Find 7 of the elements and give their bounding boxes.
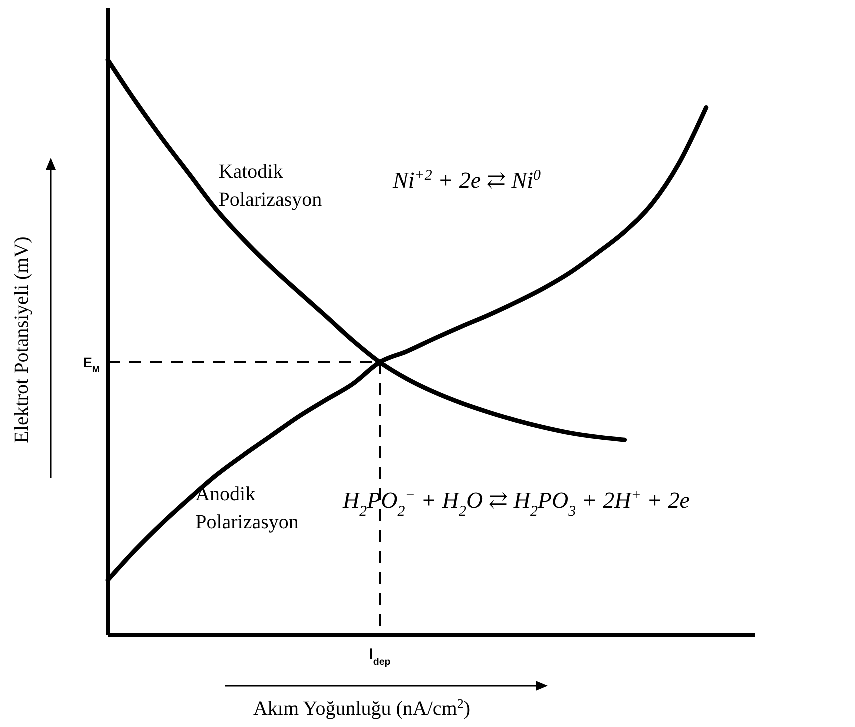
x-axis-title: Akım Yoğunluğu (nA/cm$^{2}$) [253,696,471,720]
series-label: Katodik Polarizasyon [218,161,322,212]
ref-line-label: E$_{M}$ [83,354,100,374]
y-axis-title: Elektrot Potansiyeli (mV) [11,236,33,444]
series-label: Anodik Polarizasyon [196,484,299,534]
annotation: Ni$^{+2}$ + 2e ⇄ Ni$^{0}$ [392,168,542,193]
text: I$_{dep}$ [369,646,391,668]
